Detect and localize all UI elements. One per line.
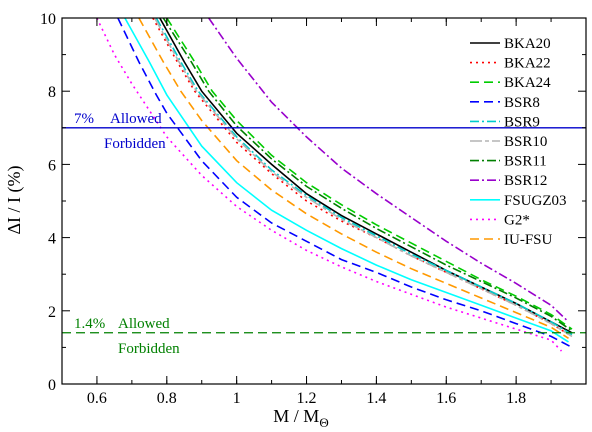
x-tick-label: 1.4	[366, 390, 386, 407]
reference-lines: 7% Allowed Forbidden 1.4% Allowed Forbidden	[62, 111, 586, 357]
legend-label: BSR12	[504, 173, 547, 189]
legend-label: BKA22	[504, 56, 551, 72]
series-line-iu-fsu	[138, 18, 569, 339]
reference-value-label: 1.4%	[74, 316, 105, 332]
series-line-bsr8	[117, 18, 573, 349]
series-line-bsr9	[155, 18, 573, 336]
y-axis-label: ΔI / I (%)	[4, 165, 25, 234]
legend-label: FSUGZ03	[504, 193, 567, 209]
series-line-bka24	[166, 18, 573, 330]
legend-label: BSR8	[504, 95, 540, 111]
x-tick-label: 1.8	[506, 390, 526, 407]
x-tick-label: 1.6	[436, 390, 456, 407]
x-tick-label: 0.8	[157, 390, 177, 407]
chart-legend: BKA20 BKA22 BKA24 BSR8 BSR9 BSR10 BSR11 BSR12 FS…	[470, 36, 567, 248]
x-tick-label: 1	[233, 390, 241, 407]
series-line-bsr10	[153, 18, 573, 338]
series-line-fsugz03	[124, 18, 569, 343]
legend-label: BSR11	[504, 154, 547, 170]
y-tick-label: 0	[48, 377, 56, 394]
legend-label: BKA24	[504, 75, 551, 91]
reference-allowed-label: Allowed	[118, 316, 170, 332]
y-tick-label: 8	[48, 84, 56, 101]
x-tick-label: 0.6	[87, 390, 107, 407]
x-axis-label: M / MΘ	[273, 406, 328, 430]
reference-forbidden-label: Forbidden	[118, 341, 180, 357]
chart-axes: 0.6 0.8 1 1.2 1.4 1.6 1.8 0 2 4 6 8 10	[40, 11, 587, 407]
y-tick-label: 10	[40, 11, 56, 28]
y-tick-label: 6	[48, 157, 56, 174]
legend-label: BSR9	[504, 114, 540, 130]
y-tick-label: 4	[48, 231, 56, 248]
legend-label: BKA20	[504, 36, 551, 52]
y-tick-label: 2	[48, 304, 56, 321]
legend-label: BSR10	[504, 134, 547, 150]
chart-curves	[96, 18, 573, 352]
reference-value-label: 7%	[74, 111, 94, 127]
x-tick-label: 1.2	[297, 390, 317, 407]
reference-allowed-label: Allowed	[110, 111, 162, 127]
series-line-bsr11	[162, 18, 573, 332]
legend-label: IU-FSU	[504, 232, 553, 248]
reference-forbidden-label: Forbidden	[104, 136, 166, 152]
legend-label: G2*	[504, 212, 530, 228]
